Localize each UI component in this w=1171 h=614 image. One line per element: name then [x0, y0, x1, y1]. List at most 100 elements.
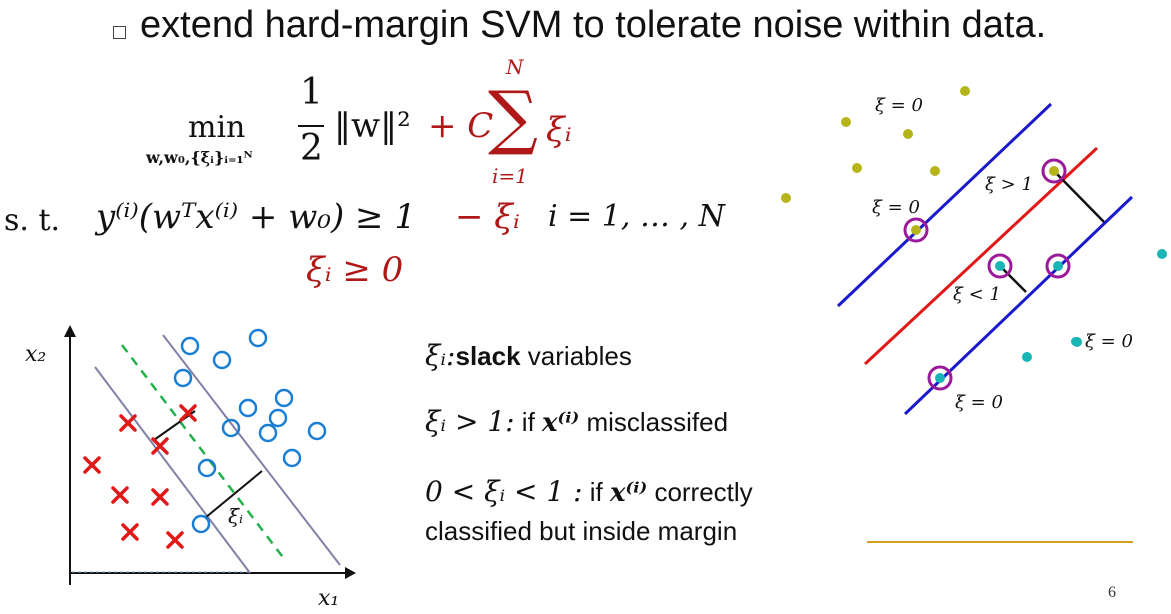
note-xi-between: 0 < ξᵢ < 1 : — [425, 475, 583, 508]
data-point — [960, 86, 970, 96]
norm-term: ‖w‖² — [334, 106, 411, 146]
cross-point — [111, 486, 129, 504]
left-plot-ylabel: x₂ — [25, 342, 47, 367]
sum-lower: i=1 — [492, 164, 528, 188]
circle-point — [173, 368, 193, 388]
note-slack-bold: slack — [455, 341, 521, 371]
half-numerator: 1 — [300, 72, 323, 113]
constraint-slack: − ξᵢ — [455, 197, 520, 237]
support-ring — [1045, 253, 1071, 279]
slack-segment-2 — [999, 265, 1027, 293]
xi-label-top: ξ = 0 — [875, 95, 923, 116]
slack-segment-1 — [153, 410, 196, 441]
circle-point — [191, 514, 211, 534]
support-ring — [987, 253, 1013, 279]
support-ring — [927, 365, 953, 391]
half-denominator: 2 — [300, 128, 323, 169]
x-axis-arrow-icon — [345, 567, 356, 579]
negative-samples — [83, 404, 197, 549]
support-vectors — [903, 158, 1071, 391]
circle-point — [274, 388, 294, 408]
st-label: s. t. — [4, 203, 61, 238]
sum-symbol: ∑ — [488, 76, 538, 158]
sum-upper: N — [506, 55, 524, 79]
circle-point — [282, 448, 302, 468]
xi-label-gt1: ξ > 1 — [985, 174, 1033, 195]
cross-point — [83, 456, 101, 474]
right-svm-plot — [781, 86, 1167, 416]
class-b-points — [935, 249, 1167, 383]
data-point — [1049, 166, 1059, 176]
slack-nonneg: ξᵢ ≥ 0 — [306, 250, 404, 290]
note-xi-symbol: ξᵢ: — [425, 339, 456, 372]
data-point — [841, 117, 851, 127]
data-point — [781, 193, 791, 203]
note-slack-vars: ξᵢ:slack variables — [425, 339, 632, 372]
decision-boundary — [863, 146, 1099, 366]
c-term: + C — [428, 106, 494, 146]
support-ring — [903, 217, 929, 243]
positive-samples — [173, 328, 327, 534]
note-if: if — [514, 407, 543, 437]
page-number: 6 — [1108, 584, 1116, 601]
note-inside-margin: 0 < ξᵢ < 1 : if x⁽ⁱ⁾ correctly — [425, 475, 753, 508]
constraint-lhs: y⁽ⁱ⁾(wᵀx⁽ⁱ⁾ + w₀) ≥ 1 — [96, 197, 416, 237]
cross-point — [151, 488, 169, 506]
legend-teal-dot — [1071, 337, 1080, 346]
data-point — [1157, 249, 1167, 259]
class-a-points — [781, 86, 1059, 235]
cross-point — [121, 523, 139, 541]
lower-margin-line — [94, 366, 251, 574]
circle-point — [212, 350, 232, 370]
decision-boundary — [121, 344, 286, 561]
data-point — [1053, 261, 1063, 271]
slack-segment-2 — [204, 470, 263, 519]
circle-point — [248, 328, 268, 348]
note-correctly: correctly — [647, 477, 753, 507]
circle-point — [268, 408, 288, 428]
data-point — [930, 166, 940, 176]
xi-label-sv: ξ = 0 — [872, 197, 920, 218]
cross-point — [179, 404, 197, 422]
data-point — [1022, 352, 1032, 362]
left-plot-xlabel: x₁ — [318, 586, 340, 611]
data-point — [995, 261, 1005, 271]
cross-point — [166, 531, 184, 549]
circle-point — [180, 336, 200, 356]
bullet-text: extend hard-margin SVM to tolerate noise… — [140, 4, 1047, 46]
min-subscript: w,w₀,{ξᵢ}ᵢ₌₁ᴺ — [146, 148, 253, 167]
support-ring — [1041, 158, 1067, 184]
constraint-range: i = 1, … , N — [548, 199, 725, 234]
xi-label-lt1: ξ < 1 — [953, 284, 1001, 305]
footer-rule — [867, 541, 1133, 543]
xi-label-right: ξ = 0 — [1085, 331, 1133, 352]
min-label: min — [188, 110, 246, 145]
note-misclassifed: misclassifed — [579, 407, 729, 437]
left-plot-slack-label: ξᵢ — [228, 504, 244, 528]
circle-point — [307, 421, 327, 441]
fraction-bar — [298, 125, 324, 127]
cross-point — [119, 414, 137, 432]
upper-margin-line — [162, 334, 341, 566]
data-point — [935, 373, 945, 383]
left-svm-plot — [64, 325, 356, 585]
circle-point — [258, 423, 278, 443]
note-xi-gt-1: ξᵢ > 1: — [425, 405, 515, 438]
bullet-square-icon — [113, 26, 126, 39]
data-point — [852, 163, 862, 173]
data-point — [911, 225, 921, 235]
data-point — [903, 129, 913, 139]
note-variables: variables — [520, 341, 632, 371]
circle-point — [238, 398, 258, 418]
note-x-i: x⁽ⁱ⁾ — [542, 408, 580, 438]
circle-point — [197, 458, 217, 478]
xi-label-bottom: ξ = 0 — [955, 392, 1003, 413]
note-x-i-2: x⁽ⁱ⁾ — [610, 478, 648, 508]
upper-margin-line — [836, 102, 1053, 308]
xi-sum-term: ξᵢ — [546, 110, 572, 150]
y-axis-arrow-icon — [64, 325, 76, 337]
note-if-2: if — [582, 477, 610, 507]
circle-point — [221, 418, 241, 438]
note-misclassified: ξᵢ > 1: if x⁽ⁱ⁾ misclassifed — [425, 405, 728, 438]
cross-point — [151, 437, 169, 455]
